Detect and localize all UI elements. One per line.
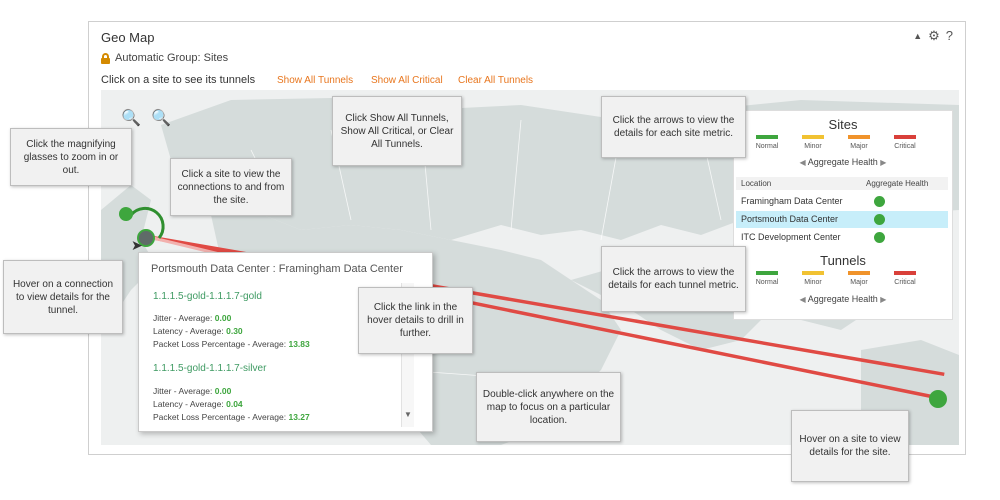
location-table-header: Location Aggregate Health — [736, 177, 948, 190]
metric-packet-loss: Packet Loss Percentage - Average: 13.83 — [153, 339, 310, 349]
tunnel-link-gold[interactable]: 1.1.1.5-gold-1.1.1.7-gold — [153, 291, 262, 302]
location-header: Location — [741, 179, 772, 188]
sites-major-swatch — [848, 135, 870, 139]
health-status-dot — [874, 196, 885, 207]
callout-site: Click a site to view the connections to … — [170, 158, 292, 216]
health-status-dot — [874, 232, 885, 243]
aggregate-health-header: Aggregate Health — [866, 179, 929, 188]
gear-icon[interactable]: ⚙ — [928, 28, 940, 43]
callout-hover-site: Hover on a site to view details for the … — [791, 410, 909, 482]
sites-critical-swatch — [894, 135, 916, 139]
callout-double-click: Double-click anywhere on the map to focu… — [476, 372, 621, 442]
callout-zoom: Click the magnifying glasses to zoom in … — [10, 128, 132, 186]
automatic-group: Automatic Group: Sites — [101, 52, 228, 64]
tunnels-normal-swatch — [756, 271, 778, 275]
group-label: Automatic Group: Sites — [115, 52, 229, 64]
tunnels-major-label: Major — [850, 279, 868, 286]
tunnel-link-silver[interactable]: 1.1.1.5-gold-1.1.1.7-silver — [153, 363, 267, 374]
callout-show-all: Click Show All Tunnels, Show All Critica… — [332, 96, 462, 166]
tunnels-minor-label: Minor — [804, 279, 822, 286]
site-marker-portsmouth[interactable] — [137, 229, 155, 247]
panel-title: Geo Map — [101, 30, 155, 45]
location-row-framingham[interactable]: Framingham Data Center — [736, 193, 948, 210]
clear-all-tunnels-link[interactable]: Clear All Tunnels — [458, 75, 534, 86]
collapse-icon[interactable]: ▲ — [913, 31, 923, 41]
legend-panel: Sites Normal Minor Major Critical ◀ Aggrega… — [733, 110, 953, 320]
callout-hover-connection: Hover on a connection to view details fo… — [3, 260, 123, 334]
sites-major-label: Major — [850, 143, 868, 150]
sites-minor-swatch — [802, 135, 824, 139]
sites-prev-arrow-icon[interactable]: ◀ — [799, 158, 806, 167]
health-status-dot — [874, 214, 885, 225]
metric-latency: Latency - Average: 0.30 — [153, 326, 243, 336]
sites-normal-swatch — [756, 135, 778, 139]
zoom-out-icon[interactable]: 🔍 — [151, 110, 171, 127]
sites-aggregate-label: Aggregate Health — [807, 157, 878, 167]
sites-critical-label: Critical — [894, 143, 916, 150]
sites-aggregate-nav: ◀ Aggregate Health ▶ — [734, 157, 952, 167]
callout-drill: Click the link in the hover details to d… — [358, 287, 473, 354]
hover-title: Portsmouth Data Center : Framingham Data… — [151, 263, 403, 275]
metric-packet-loss: Packet Loss Percentage - Average: 13.27 — [153, 412, 310, 422]
tunnels-normal-label: Normal — [755, 279, 779, 286]
sites-next-arrow-icon[interactable]: ▶ — [880, 158, 887, 167]
show-all-tunnels-link[interactable]: Show All Tunnels — [277, 75, 354, 86]
tunnels-major-swatch — [848, 271, 870, 275]
site-marker-framingham[interactable] — [119, 207, 133, 221]
tunnels-minor-swatch — [802, 271, 824, 275]
cursor-icon: ➤ — [131, 237, 143, 253]
lock-icon — [101, 52, 110, 64]
sites-minor-label: Minor — [804, 143, 822, 150]
tunnels-critical-swatch — [894, 271, 916, 275]
show-all-critical-link[interactable]: Show All Critical — [371, 75, 443, 86]
help-icon[interactable]: ? — [945, 28, 953, 43]
tunnels-critical-label: Critical — [894, 279, 916, 286]
location-name: Portsmouth Data Center — [741, 214, 839, 224]
tunnels-next-arrow-icon[interactable]: ▶ — [880, 295, 887, 304]
tunnels-aggregate-nav: ◀ Aggregate Health ▶ — [734, 294, 952, 304]
metric-jitter: Jitter - Average: 0.00 — [153, 313, 232, 323]
location-name: Framingham Data Center — [741, 196, 843, 206]
sites-legend-title: Sites — [828, 117, 858, 132]
site-loop-icon — [129, 206, 165, 239]
metric-latency: Latency - Average: 0.04 — [153, 399, 243, 409]
tunnels-legend-title: Tunnels — [820, 253, 866, 268]
scroll-down-icon[interactable]: ▼ — [404, 410, 412, 419]
callout-site-arrows: Click the arrows to view the details for… — [601, 96, 746, 158]
callout-tunnel-arrows: Click the arrows to view the details for… — [601, 246, 746, 312]
site-marker-itc[interactable] — [929, 390, 947, 408]
map-instructions: Click on a site to see its tunnels — [101, 74, 256, 86]
sites-normal-label: Normal — [755, 143, 779, 150]
window-controls: ▲ ⚙ ? — [913, 28, 953, 44]
tunnels-aggregate-label: Aggregate Health — [807, 294, 878, 304]
location-row-itc[interactable]: ITC Development Center — [736, 229, 948, 246]
zoom-in-icon[interactable]: 🔍 — [121, 110, 141, 127]
tunnels-prev-arrow-icon[interactable]: ◀ — [799, 295, 806, 304]
metric-jitter: Jitter - Average: 0.00 — [153, 386, 232, 396]
location-name: ITC Development Center — [741, 232, 841, 242]
location-row-portsmouth[interactable]: Portsmouth Data Center — [736, 211, 948, 228]
